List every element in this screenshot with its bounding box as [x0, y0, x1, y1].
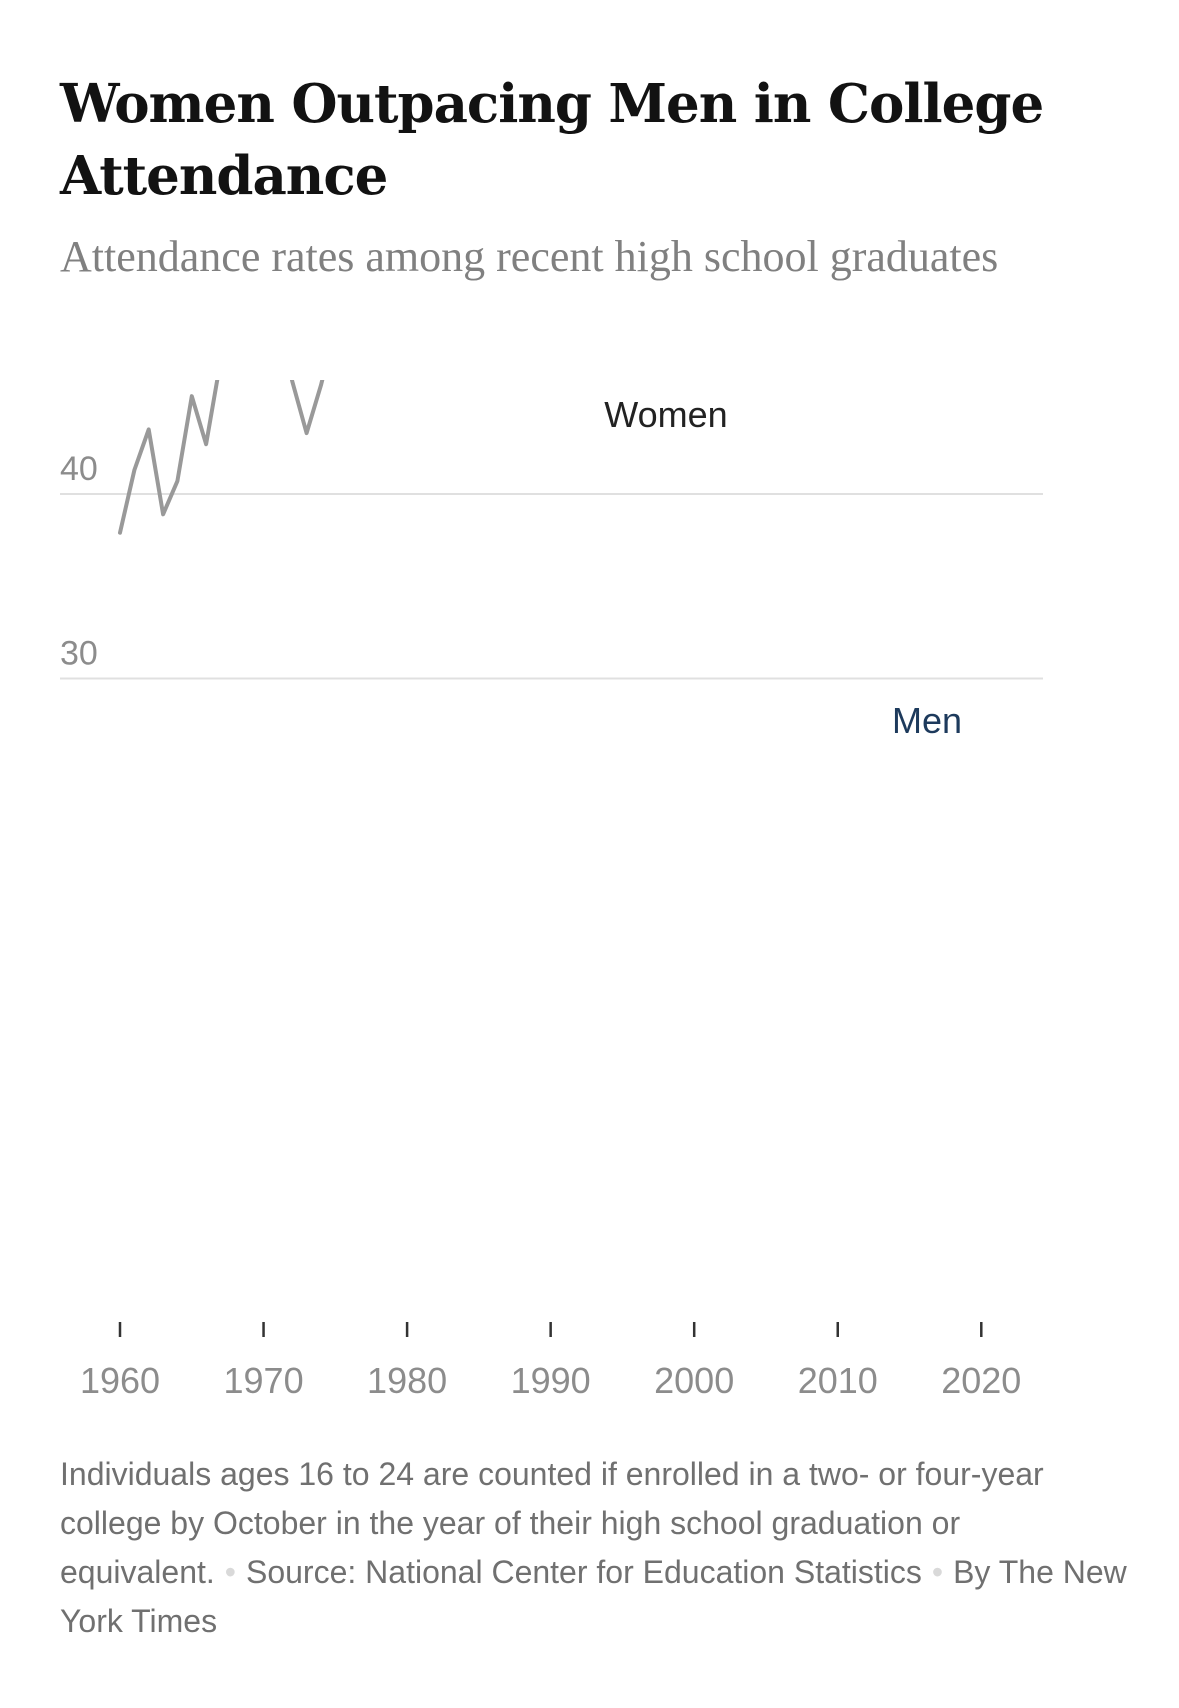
x-tick-label: 1990 [511, 1360, 591, 1401]
chart-title: Women Outpacing Men in College Attendanc… [60, 73, 1044, 207]
series-label-men: Men [892, 700, 962, 741]
x-tick-label: 2020 [941, 1360, 1021, 1401]
footnote-text: Individuals ages 16 to 24 are counted if… [60, 1456, 1044, 1590]
series-lines [118, 380, 325, 535]
series-line-women [118, 380, 325, 535]
separator-dot: • [224, 1554, 236, 1590]
x-tick-label: 2010 [798, 1360, 878, 1401]
x-tick-label: 2000 [654, 1360, 734, 1401]
x-tick-label: 1970 [224, 1360, 304, 1401]
chart-footnote: Individuals ages 16 to 24 are counted if… [60, 1450, 1130, 1646]
series-label-women: Women [604, 394, 727, 435]
source-text: Source: National Center for Education St… [245, 1554, 922, 1590]
byline-text: By The New York Times [60, 1554, 1127, 1639]
gridlines [60, 493, 1043, 680]
y-axis-labels: 3040506070% [60, 450, 98, 673]
chart-subtitle: Attendance rates among recent high schoo… [60, 232, 999, 281]
x-axis: 1960 1970 1980 1990 2000 2010 2020 [80, 1322, 1021, 1401]
line-chart: 3040506070% 1960197019801990200020102020… [60, 380, 1043, 1401]
separator-dot: • [931, 1554, 944, 1590]
x-tick-label: 1980 [367, 1360, 447, 1401]
y-tick-label: 30 [60, 635, 98, 673]
y-tick-label: 40 [60, 450, 98, 488]
x-tick-label: 1960 [80, 1360, 160, 1401]
